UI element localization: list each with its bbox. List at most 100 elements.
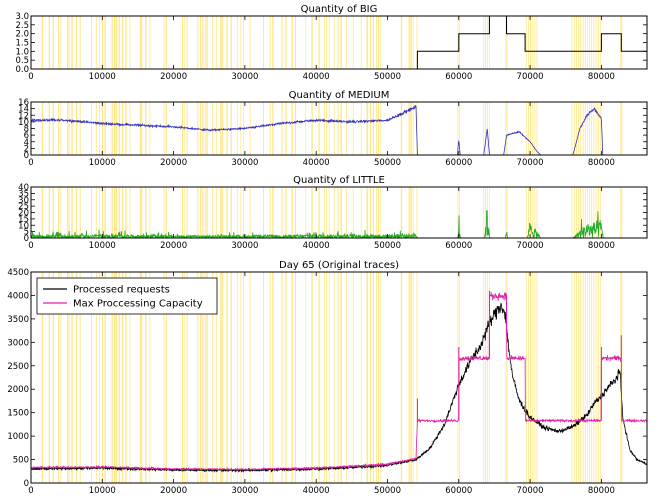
- highlight-band: [141, 16, 143, 69]
- panel-4: Day 65 (Original traces)0 10000 20000 30000…: [7, 260, 648, 496]
- highlight-band: [263, 16, 264, 69]
- highlight-band: [99, 16, 101, 69]
- highlight-band: [457, 16, 459, 69]
- highlight-band: [324, 16, 325, 69]
- highlight-band: [149, 102, 151, 155]
- highlight-band: [145, 272, 147, 483]
- highlight-band: [226, 272, 228, 483]
- panel-2: Quantity of MEDIUM 0 10000 20000 30000 40000 5…: [18, 90, 648, 168]
- y-tick-label: 3.0: [15, 12, 29, 22]
- highlight-band: [505, 102, 507, 155]
- highlight-band: [204, 272, 206, 483]
- highlight-band: [165, 16, 167, 69]
- highlight-band: [269, 102, 271, 155]
- highlight-band: [311, 16, 313, 69]
- highlight-band: [578, 102, 579, 155]
- highlight-band: [202, 102, 204, 155]
- highlight-band: [586, 187, 588, 238]
- y-tick-label: 12: [18, 111, 29, 121]
- axes-frame: [30, 186, 648, 239]
- highlight-band: [285, 187, 287, 238]
- highlight-band: [206, 272, 208, 483]
- series-line-processed-requests: [31, 302, 647, 473]
- highlight-band: [145, 16, 147, 69]
- highlight-band: [580, 272, 582, 483]
- highlight-band: [352, 102, 354, 155]
- highlight-band: [68, 187, 70, 238]
- highlight-band: [291, 16, 293, 69]
- highlight-band: [532, 102, 534, 155]
- highlight-band: [372, 102, 374, 155]
- highlight-band: [591, 187, 593, 238]
- y-tick-label: 25: [18, 202, 29, 212]
- highlight-band: [328, 16, 330, 69]
- x-tick-label: 20000: [160, 241, 187, 251]
- highlight-band: [79, 187, 81, 238]
- highlight-band: [291, 272, 293, 483]
- chart-title: Quantity of LITTLE: [293, 175, 385, 186]
- highlight-band: [324, 187, 325, 238]
- highlight-band: [589, 272, 591, 483]
- highlight-band: [582, 102, 584, 155]
- y-tick-label: 10: [18, 118, 29, 128]
- highlight-band: [528, 102, 529, 155]
- highlight-band: [506, 102, 508, 155]
- highlight-band: [530, 102, 531, 155]
- highlight-band: [115, 272, 118, 483]
- highlight-band: [318, 102, 320, 155]
- highlight-band: [483, 102, 485, 155]
- highlight-band: [104, 272, 106, 483]
- highlight-band: [48, 102, 51, 155]
- highlight-band: [125, 187, 127, 238]
- highlight-band: [328, 187, 330, 238]
- highlight-band: [111, 272, 113, 483]
- highlight-band: [71, 16, 73, 69]
- highlight-band: [75, 16, 78, 69]
- highlight-band: [372, 187, 374, 238]
- highlight-band: [576, 187, 577, 238]
- highlight-band: [599, 102, 601, 155]
- highlight-band: [52, 16, 54, 69]
- highlight-band: [226, 16, 228, 69]
- highlight-band: [410, 16, 412, 69]
- highlight-band: [586, 16, 588, 69]
- highlight-band: [272, 272, 274, 483]
- highlight-band: [459, 102, 461, 155]
- highlight-band: [376, 16, 377, 69]
- series-line-1: [31, 104, 647, 155]
- highlight-band: [58, 16, 60, 69]
- highlight-band: [597, 16, 599, 69]
- highlight-band: [222, 272, 224, 483]
- highlight-band: [589, 16, 591, 69]
- highlight-band: [591, 16, 593, 69]
- highlight-band: [60, 102, 62, 155]
- highlight-band: [525, 102, 527, 155]
- highlight-band: [149, 16, 151, 69]
- highlight-band: [115, 102, 118, 155]
- highlight-band: [149, 187, 151, 238]
- highlight-band: [489, 272, 491, 483]
- highlight-band: [369, 187, 372, 238]
- highlight-band: [67, 16, 69, 69]
- highlight-band: [580, 16, 582, 69]
- highlight-band: [212, 16, 214, 69]
- highlight-band: [366, 16, 369, 69]
- y-tick-label: 10: [18, 221, 29, 231]
- y-tick-label: 2.0: [15, 30, 29, 40]
- highlight-band: [52, 102, 54, 155]
- highlight-band: [71, 187, 73, 238]
- highlight-band: [222, 16, 224, 69]
- highlight-band: [111, 102, 113, 155]
- highlight-band: [621, 16, 623, 69]
- chart-title: Quantity of BIG: [301, 4, 378, 15]
- highlight-band: [525, 187, 527, 238]
- highlight-band: [204, 187, 206, 238]
- highlight-band: [240, 187, 242, 238]
- highlight-band: [318, 187, 320, 238]
- highlight-band: [125, 102, 127, 155]
- highlight-band: [340, 102, 342, 155]
- highlight-band: [291, 187, 293, 238]
- highlight-band: [220, 187, 222, 238]
- highlight-band: [589, 102, 591, 155]
- highlight-band: [483, 187, 485, 238]
